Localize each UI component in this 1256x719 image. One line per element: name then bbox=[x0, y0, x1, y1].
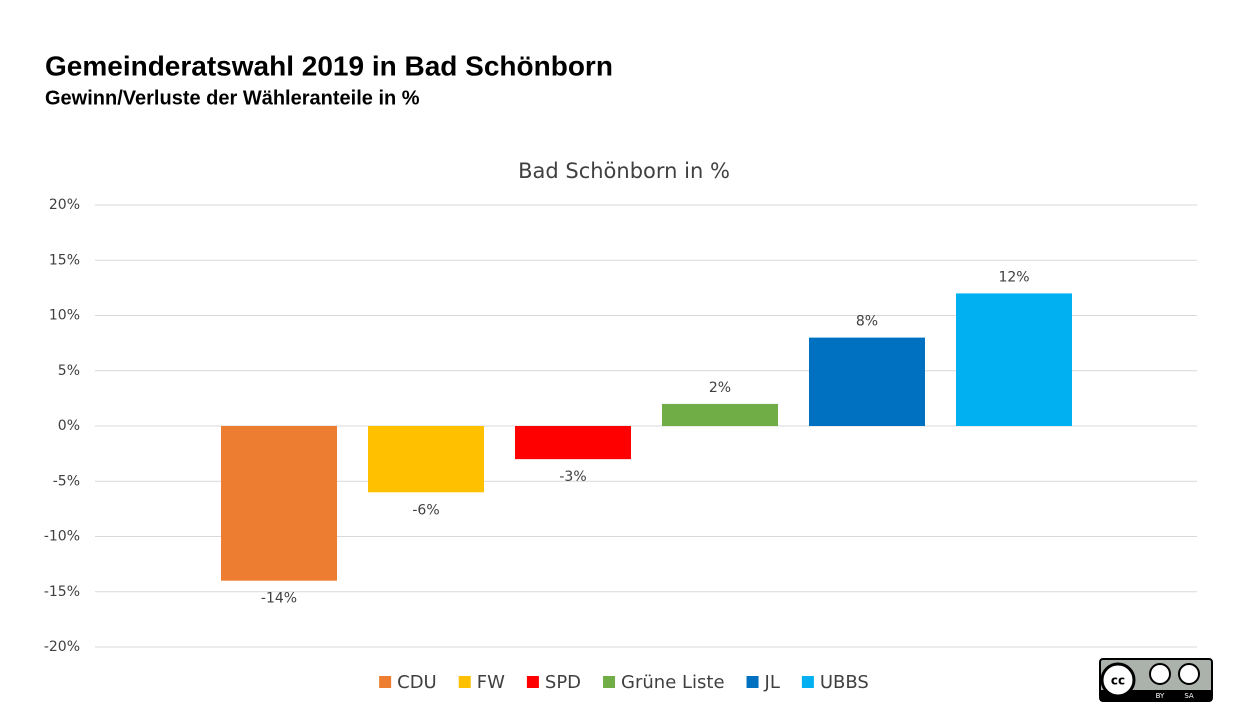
bar bbox=[368, 426, 484, 493]
y-tick-label: 15% bbox=[49, 252, 80, 268]
legend-label: SPD bbox=[545, 672, 581, 693]
bar bbox=[221, 426, 337, 581]
chart-title: Bad Schönborn in % bbox=[518, 159, 730, 183]
y-tick-label: -10% bbox=[44, 529, 80, 545]
data-label: 8% bbox=[856, 314, 878, 330]
legend-swatch bbox=[526, 676, 539, 688]
license-badge: cc BY SA bbox=[1099, 658, 1213, 702]
bar bbox=[662, 403, 778, 426]
y-tick-label: 5% bbox=[58, 363, 80, 379]
legend-swatch bbox=[801, 676, 814, 688]
legend-label: Grüne Liste bbox=[621, 672, 725, 693]
bar bbox=[515, 426, 631, 460]
by-label: BY bbox=[1156, 692, 1165, 700]
data-label: -6% bbox=[412, 502, 439, 518]
cc-logo: cc bbox=[1111, 674, 1125, 688]
data-label: 2% bbox=[709, 380, 731, 396]
bar bbox=[956, 293, 1072, 426]
legend-swatch bbox=[379, 676, 392, 688]
page-title: Gemeinderatswahl 2019 in Bad Schönborn bbox=[45, 50, 613, 81]
legend-label: FW bbox=[477, 672, 505, 693]
legend-swatch bbox=[603, 676, 616, 688]
legend-swatch bbox=[458, 676, 471, 688]
legend-label: CDU bbox=[397, 672, 437, 693]
y-tick-label: -20% bbox=[44, 639, 80, 655]
y-tick-label: 20% bbox=[49, 197, 80, 213]
y-tick-label: 10% bbox=[49, 308, 80, 324]
legend-label: UBBS bbox=[820, 672, 869, 693]
y-tick-label: -15% bbox=[44, 584, 80, 600]
legend-label: JL bbox=[764, 672, 780, 693]
data-label: 12% bbox=[998, 269, 1029, 285]
bar bbox=[809, 337, 925, 426]
sa-label: SA bbox=[1184, 692, 1194, 700]
y-tick-label: -5% bbox=[53, 473, 80, 489]
y-tick-label: 0% bbox=[58, 418, 80, 434]
legend-swatch bbox=[746, 676, 759, 688]
page-subtitle: Gewinn/Verluste der Wähleranteile in % bbox=[45, 87, 420, 109]
data-label: -3% bbox=[559, 469, 586, 485]
data-label: -14% bbox=[261, 591, 297, 607]
